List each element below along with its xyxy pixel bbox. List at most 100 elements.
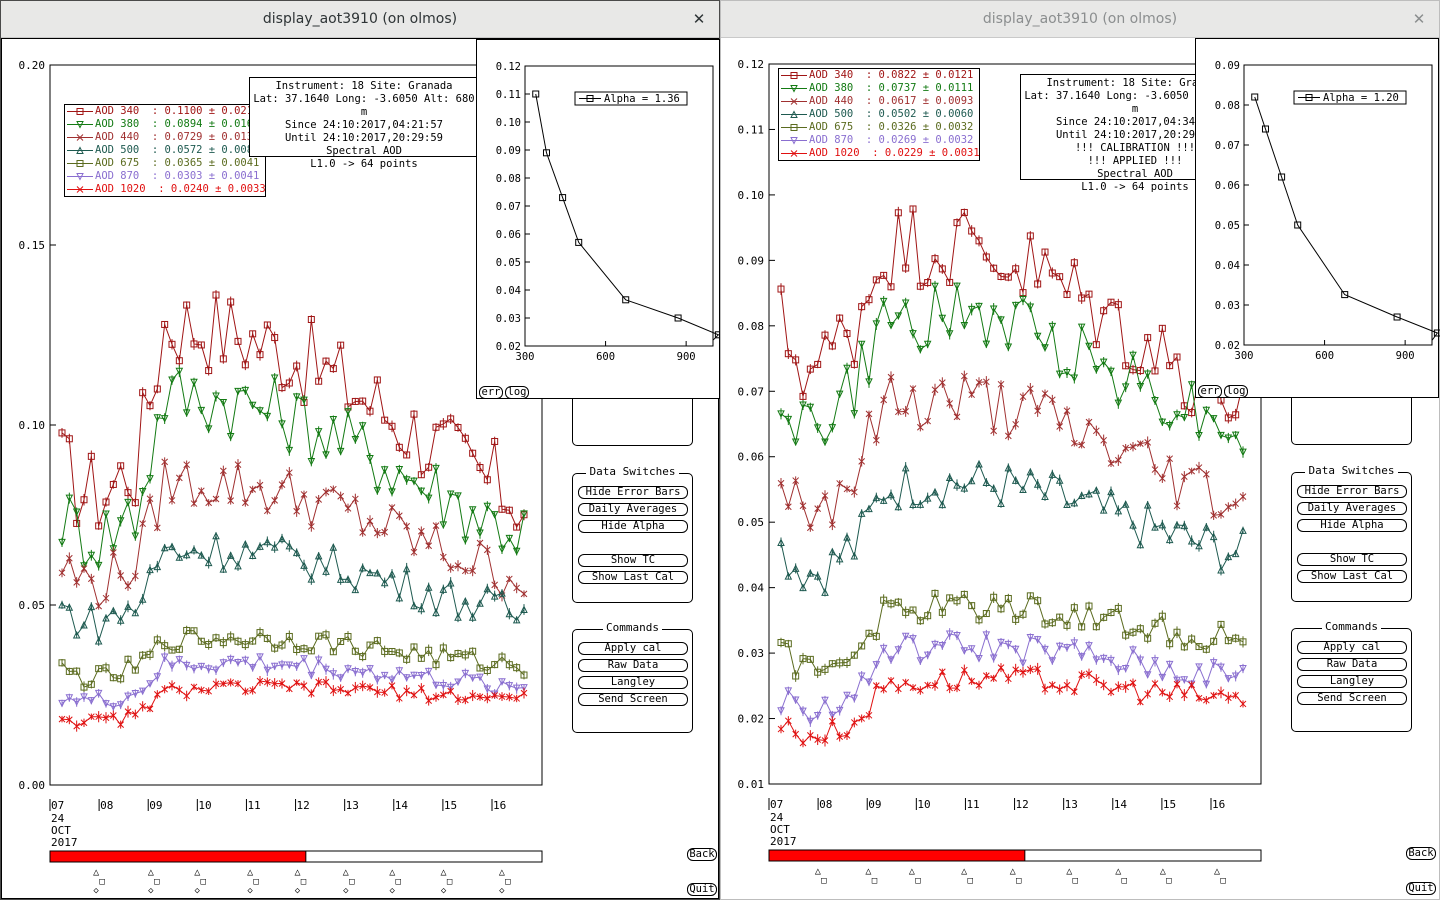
- y-tick-label: 0.01: [738, 778, 765, 791]
- data-point: [359, 682, 367, 690]
- series-line: [61, 370, 525, 568]
- data-point: [146, 475, 154, 483]
- data-point: [402, 476, 411, 484]
- send-screen-button[interactable]: Send Screen: [1297, 692, 1407, 705]
- data-point: [388, 422, 396, 430]
- hide-error-bars-button[interactable]: Hide Error Bars: [578, 486, 688, 499]
- apply-cal-button[interactable]: Apply cal: [1297, 641, 1407, 654]
- legend-marker: [76, 160, 84, 167]
- data-point: [1224, 414, 1232, 422]
- titlebar[interactable]: display_aot3910 (on olmos) ✕: [1, 1, 719, 38]
- event-marker: □: [1220, 876, 1226, 886]
- data-point: [285, 469, 293, 477]
- data-point: [806, 732, 814, 739]
- close-icon[interactable]: ✕: [692, 10, 706, 28]
- data-point: [512, 615, 521, 624]
- close-icon[interactable]: ✕: [1412, 10, 1426, 28]
- info-line: Instrument: 18 Site: Granada: [275, 80, 453, 92]
- langley-button[interactable]: Langley: [578, 676, 688, 689]
- show-tc-button[interactable]: Show TC: [1297, 553, 1407, 566]
- data-point: [777, 285, 785, 293]
- data-point: [1011, 301, 1020, 310]
- err-button[interactable]: err: [479, 386, 503, 399]
- data-point: [997, 272, 1005, 280]
- data-point: [483, 584, 492, 593]
- data-point: [894, 312, 903, 321]
- data-point: [821, 737, 829, 744]
- legend-entry: AOD 340 : 0.0822 ± 0.0121: [779, 69, 979, 82]
- back-button[interactable]: Back: [1406, 847, 1436, 860]
- x-tick-label: 09: [149, 799, 162, 812]
- data-point: [1224, 694, 1232, 702]
- show-last-cal-button[interactable]: Show Last Cal: [1297, 570, 1407, 583]
- data-point: [1092, 623, 1100, 631]
- send-screen-button[interactable]: Send Screen: [578, 693, 688, 706]
- raw-data-button[interactable]: Raw Data: [578, 659, 688, 672]
- data-point: [916, 345, 925, 354]
- data-point: [909, 684, 917, 691]
- series-aod-380: [777, 280, 1247, 458]
- log-button[interactable]: log: [1224, 385, 1248, 398]
- data-point: [791, 564, 800, 572]
- hide-alpha-button[interactable]: Hide Alpha: [578, 520, 688, 533]
- titlebar[interactable]: display_aot3910 (on olmos) ✕: [721, 1, 1439, 38]
- event-marker: □: [821, 876, 827, 886]
- data-point: [997, 664, 1005, 671]
- legend-label: AOD 340 : 0.0822 ± 0.0121: [809, 69, 974, 81]
- data-point: [1078, 441, 1086, 449]
- quit-button[interactable]: Quit: [1406, 882, 1436, 895]
- data-point: [454, 696, 462, 703]
- data-point: [931, 682, 939, 689]
- data-point: [916, 423, 924, 431]
- raw-data-button[interactable]: Raw Data: [1297, 658, 1407, 671]
- data-point: [160, 415, 169, 423]
- data-point: [227, 497, 235, 504]
- log-button[interactable]: log: [505, 386, 529, 399]
- y-tick-label: 0.08: [738, 320, 765, 333]
- data-point: [872, 436, 880, 444]
- series-aod-870: [777, 628, 1247, 727]
- data-point: [417, 487, 426, 496]
- data-point: [1224, 675, 1233, 683]
- data-point: [894, 646, 903, 654]
- event-marker: △: [499, 867, 505, 878]
- data-point: [446, 490, 455, 499]
- data-point: [1231, 549, 1240, 558]
- data-point: [95, 665, 103, 673]
- data-point: [1034, 597, 1042, 605]
- data-point: [263, 634, 271, 642]
- data-point: [828, 424, 837, 432]
- data-point: [447, 654, 455, 662]
- legend-entry: AOD 675 : 0.0365 ± 0.0041: [65, 157, 265, 170]
- data-point: [1092, 676, 1100, 684]
- series-line: [780, 286, 1244, 453]
- show-tc-button[interactable]: Show TC: [578, 554, 688, 567]
- hide-error-bars-button[interactable]: Hide Error Bars: [1297, 485, 1407, 498]
- commands-panel: Commands Apply cal Raw Data Langley Send…: [572, 621, 693, 733]
- langley-button[interactable]: Langley: [1297, 675, 1407, 688]
- data-point: [1100, 307, 1108, 315]
- data-point: [219, 659, 228, 667]
- data-point: [1099, 506, 1108, 514]
- data-point: [1012, 615, 1020, 623]
- data-point: [373, 487, 382, 495]
- x-tick-label: 10: [917, 798, 930, 811]
- data-point: [1173, 628, 1181, 636]
- data-point: [1085, 489, 1093, 498]
- data-point: [190, 500, 198, 507]
- data-point: [505, 506, 513, 514]
- daily-averages-button[interactable]: Daily Averages: [578, 503, 688, 516]
- data-point: [975, 379, 983, 386]
- data-point: [1114, 456, 1122, 464]
- info-box: Instrument: 18 Site: Granada Lat: 37.1640…: [249, 77, 479, 170]
- data-point: [439, 585, 448, 593]
- err-button[interactable]: err: [1198, 385, 1222, 398]
- back-button[interactable]: Back: [687, 848, 717, 861]
- show-last-cal-button[interactable]: Show Last Cal: [578, 571, 688, 584]
- apply-cal-button[interactable]: Apply cal: [578, 642, 688, 655]
- data-point: [271, 644, 279, 652]
- data-point: [1085, 418, 1093, 426]
- daily-averages-button[interactable]: Daily Averages: [1297, 502, 1407, 515]
- hide-alpha-button[interactable]: Hide Alpha: [1297, 519, 1407, 532]
- quit-button[interactable]: Quit: [687, 883, 717, 896]
